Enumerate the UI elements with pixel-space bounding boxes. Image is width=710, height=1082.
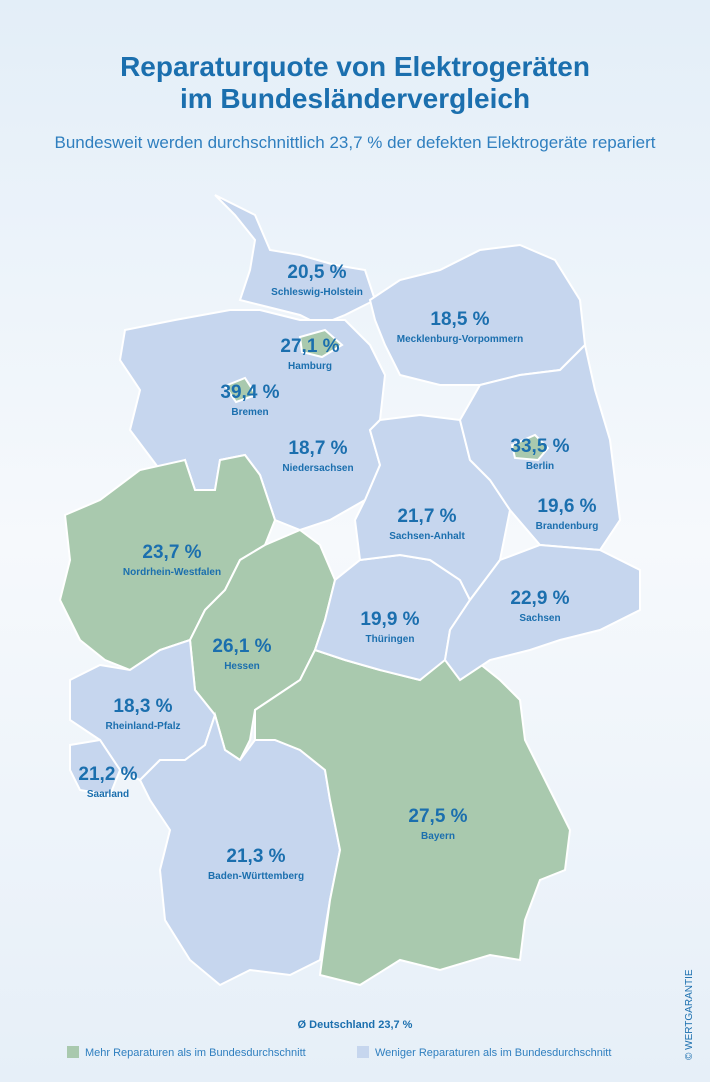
state-value: 21,3 %: [226, 846, 285, 867]
title: im Bundesländervergleich: [180, 83, 530, 114]
state-name: Sachsen-Anhalt: [389, 531, 465, 542]
state-name: Niedersachsen: [282, 463, 353, 474]
legend-swatch: [357, 1046, 369, 1058]
state-shape: [298, 328, 344, 359]
subtitle: Bundesweit werden durchschnittlich 23,7 …: [54, 133, 655, 152]
state-name: Rheinland-Pfalz: [105, 721, 180, 732]
state-name: Hamburg: [288, 361, 332, 372]
average: Ø Deutschland 23,7 %: [298, 1019, 413, 1031]
state-name: Sachsen: [519, 613, 560, 624]
state-name: Mecklenburg-Vorpommern: [397, 334, 524, 345]
state-value: 27,1 %: [280, 336, 339, 357]
state-name: Hessen: [224, 661, 260, 672]
legend: Mehr Reparaturen als im Bundesdurchschni…: [67, 1046, 611, 1059]
state-name: Thüringen: [366, 634, 415, 645]
state-value: 18,5 %: [430, 309, 489, 330]
state-name: Bayern: [421, 831, 455, 842]
state-value: 21,7 %: [397, 506, 456, 527]
map-labels: 20,5 % Schleswig-Holstein 18,5 % Mecklenbur…: [78, 262, 598, 882]
state-shape: [69, 738, 122, 797]
state-value: 18,7 %: [288, 438, 347, 459]
state-value: 21,2 %: [78, 764, 137, 785]
map: [58, 194, 641, 987]
title: Reparaturquote von Elektrogeräten: [120, 51, 590, 82]
state-name: Brandenburg: [536, 521, 599, 532]
state-value: 26,1 %: [212, 636, 271, 657]
state-name: Nordrhein-Westfalen: [123, 567, 221, 578]
state-value: 39,4 %: [220, 382, 279, 403]
state-shape: [510, 433, 550, 462]
state-value: 22,9 %: [510, 588, 569, 609]
state-value: 19,9 %: [360, 609, 419, 630]
state-value: 27,5 %: [408, 806, 467, 827]
state-name: Baden-Württemberg: [208, 871, 304, 882]
copyright: © WERTGARANTIE: [684, 969, 695, 1060]
state-value: 18,3 %: [113, 696, 172, 717]
state-value: 20,5 %: [287, 262, 346, 283]
legend-label: Weniger Reparaturen als im Bundesdurchsc…: [375, 1047, 611, 1059]
state-value: 19,6 %: [537, 496, 596, 517]
legend-label: Mehr Reparaturen als im Bundesdurchschni…: [85, 1047, 306, 1059]
state-name: Berlin: [526, 461, 554, 472]
state-name: Saarland: [87, 789, 129, 800]
state-name: Schleswig-Holstein: [271, 287, 363, 298]
state-shape: [223, 376, 258, 404]
legend-swatch: [67, 1046, 79, 1058]
state-name: Bremen: [231, 407, 268, 418]
state-shape: [443, 543, 641, 682]
state-value: 33,5 %: [510, 436, 569, 457]
state-value: 23,7 %: [142, 542, 201, 563]
